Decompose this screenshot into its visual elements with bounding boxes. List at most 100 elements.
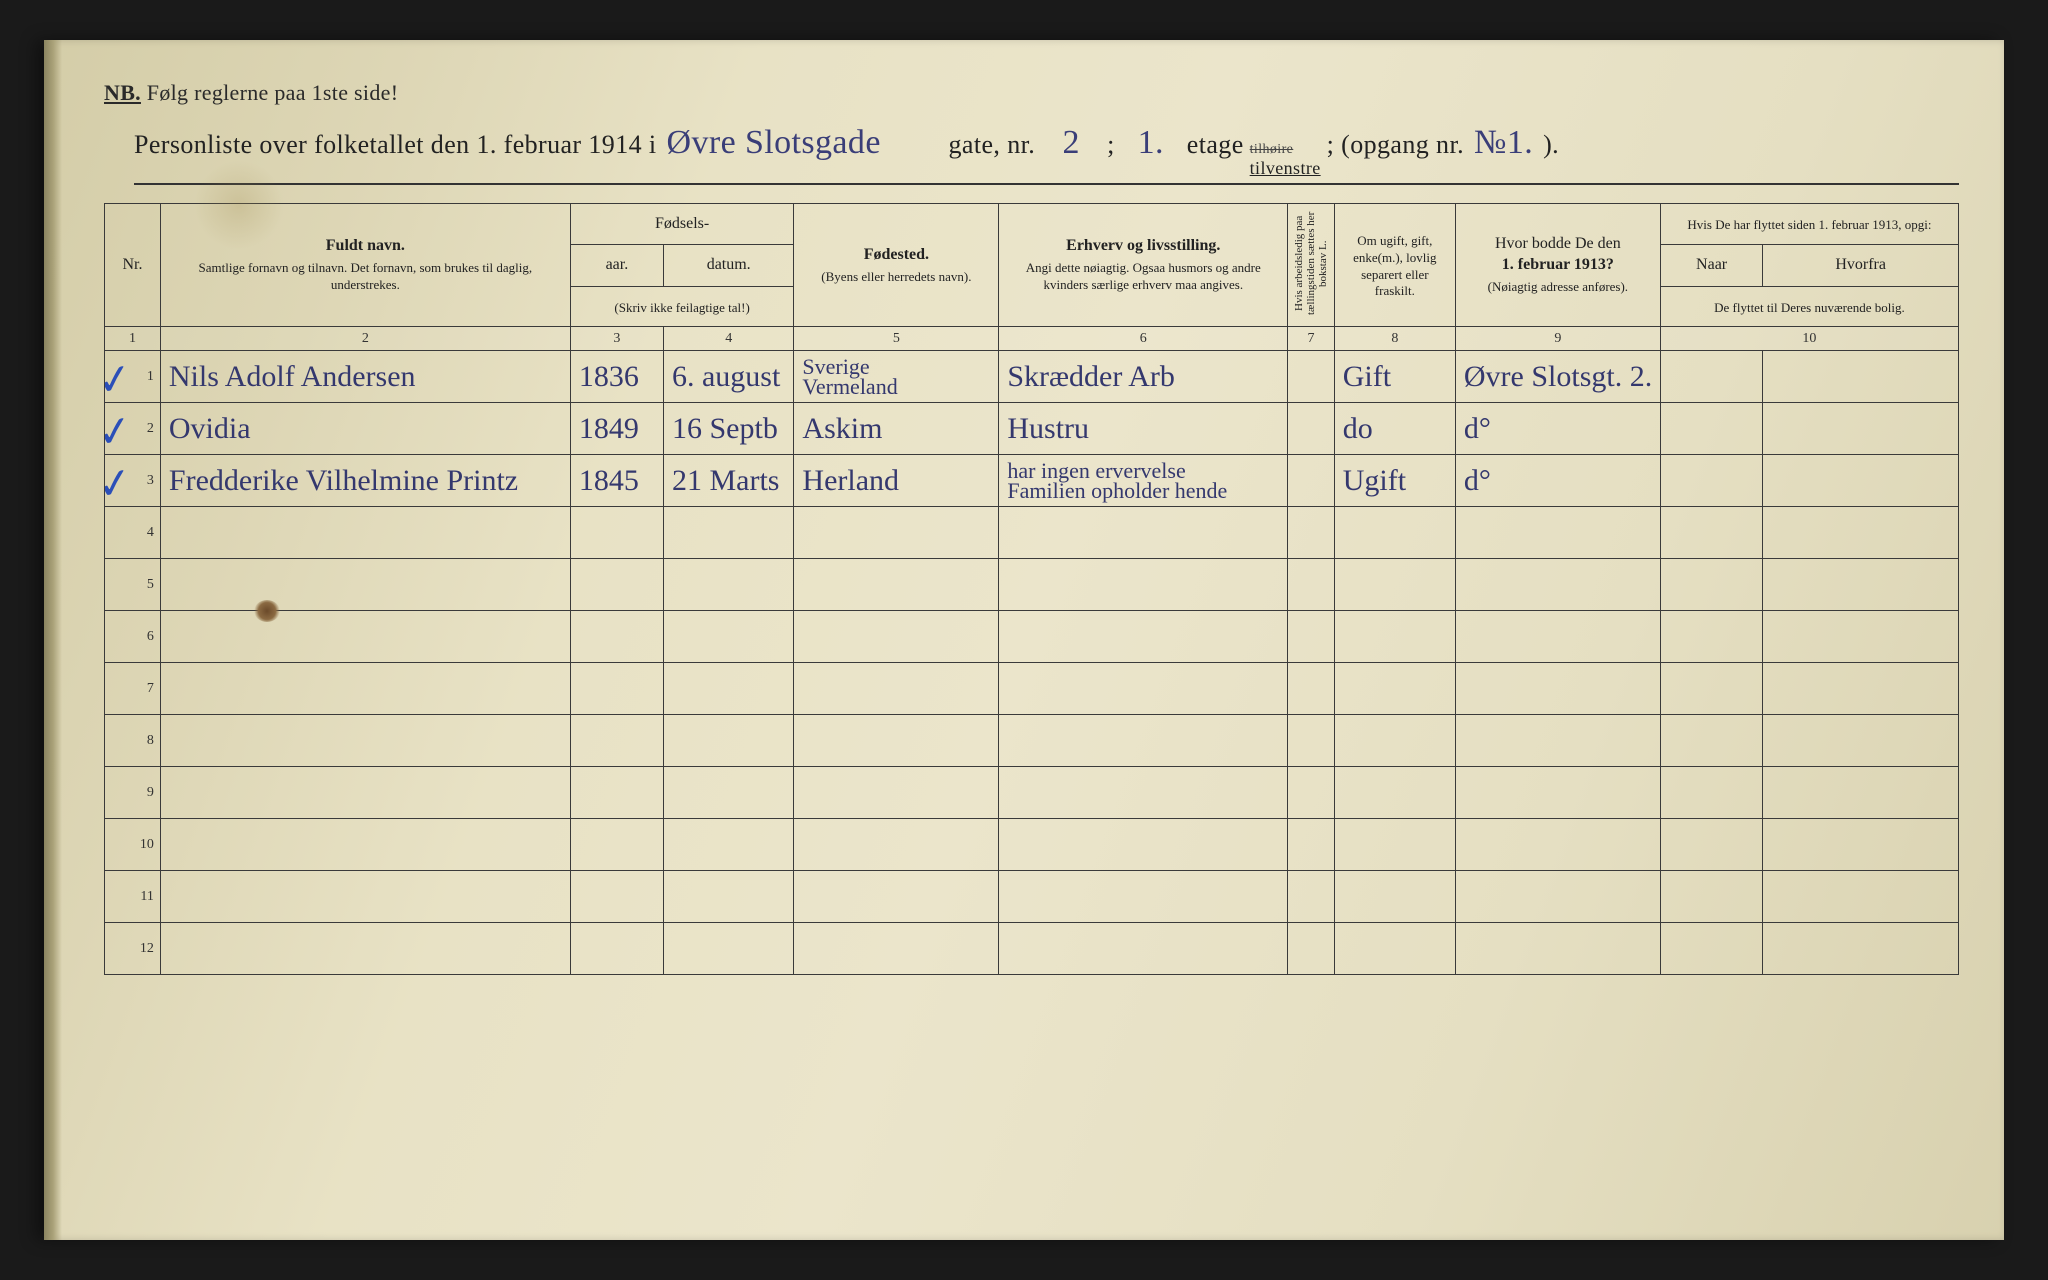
cell-addr1913 bbox=[1455, 767, 1660, 819]
hdr-aar: aar. bbox=[570, 245, 663, 286]
semicolon: ; bbox=[1107, 130, 1115, 160]
table-row: 12 bbox=[105, 923, 1959, 975]
opgang-label: ; (opgang nr. bbox=[1327, 130, 1464, 160]
cell-col7 bbox=[1288, 819, 1335, 871]
cell-naar bbox=[1660, 923, 1762, 975]
table-row: 5 bbox=[105, 559, 1959, 611]
cell-naar bbox=[1660, 351, 1762, 403]
census-table: 1 2 3 4 5 6 7 8 9 10 Nr. Fuldt navn. Sam… bbox=[104, 203, 1959, 975]
cell-col7 bbox=[1288, 559, 1335, 611]
cell-aar bbox=[570, 715, 663, 767]
cell-nr: 9 bbox=[105, 767, 161, 819]
cell-name bbox=[160, 507, 570, 559]
cell-addr1913 bbox=[1455, 871, 1660, 923]
cell-hvorfra bbox=[1763, 455, 1959, 507]
cell-aar: 1849 bbox=[570, 403, 663, 455]
cell-hvorfra bbox=[1763, 767, 1959, 819]
colnum: 1 bbox=[105, 327, 161, 351]
title-prefix: Personliste over folketallet den 1. febr… bbox=[134, 130, 657, 160]
nb-prefix: NB. bbox=[104, 80, 141, 105]
gate-nr: 2 bbox=[1041, 124, 1101, 162]
cell-aar bbox=[570, 611, 663, 663]
cell-fodested bbox=[794, 559, 999, 611]
cell-fodested: Askim bbox=[794, 403, 999, 455]
table-row: ✓3Fredderike Vilhelmine Printz184521 Mar… bbox=[105, 455, 1959, 507]
cell-datum bbox=[663, 507, 793, 559]
cell-fodested bbox=[794, 611, 999, 663]
hdr-fodested: Fødested. (Byens eller herredets navn). bbox=[794, 204, 999, 327]
cell-erhverv bbox=[999, 715, 1288, 767]
cell-erhverv bbox=[999, 767, 1288, 819]
cell-naar bbox=[1660, 403, 1762, 455]
cell-aar bbox=[570, 507, 663, 559]
cell-nr: 12 bbox=[105, 923, 161, 975]
cell-aar bbox=[570, 559, 663, 611]
hdr-name: Fuldt navn. Samtlige fornavn og tilnavn.… bbox=[160, 204, 570, 327]
table-head: Nr. Fuldt navn. Samtlige fornavn og tiln… bbox=[105, 204, 1959, 327]
table-row: 9 bbox=[105, 767, 1959, 819]
cell-aar bbox=[570, 819, 663, 871]
cell-nr: 10 bbox=[105, 819, 161, 871]
table-body: ✓1Nils Adolf Andersen18366. augustSverig… bbox=[105, 351, 1959, 975]
hdr-col7: Hvis arbeidsledig paa tællingstiden sætt… bbox=[1288, 204, 1335, 327]
etage-nr: 1. bbox=[1121, 124, 1181, 162]
cell-erhverv bbox=[999, 663, 1288, 715]
cell-addr1913 bbox=[1455, 663, 1660, 715]
cell-col7 bbox=[1288, 871, 1335, 923]
cell-hvorfra bbox=[1763, 611, 1959, 663]
cell-erhverv bbox=[999, 923, 1288, 975]
cell-name bbox=[160, 819, 570, 871]
cell-datum: 16 Septb bbox=[663, 403, 793, 455]
colnum: 4 bbox=[663, 327, 793, 351]
cell-hvorfra bbox=[1763, 819, 1959, 871]
colnum-row: 1 2 3 4 5 6 7 8 9 10 bbox=[105, 327, 1959, 351]
cell-fodested bbox=[794, 767, 999, 819]
cell-nr: 11 bbox=[105, 871, 161, 923]
colnum: 5 bbox=[794, 327, 999, 351]
cell-fodested bbox=[794, 923, 999, 975]
hdr-nr: Nr. bbox=[105, 204, 161, 327]
cell-status bbox=[1334, 819, 1455, 871]
cell-addr1913 bbox=[1455, 559, 1660, 611]
colnum: 7 bbox=[1288, 327, 1335, 351]
cell-hvorfra bbox=[1763, 715, 1959, 767]
cell-addr1913: d° bbox=[1455, 455, 1660, 507]
cell-status bbox=[1334, 611, 1455, 663]
close: ). bbox=[1543, 130, 1559, 160]
nb-line: NB. Følg reglerne paa 1ste side! bbox=[104, 80, 1959, 106]
hdr-col9: Hvor bodde De den 1. februar 1913? (Nøia… bbox=[1455, 204, 1660, 327]
hdr-naar: Naar bbox=[1660, 245, 1762, 286]
cell-erhverv bbox=[999, 611, 1288, 663]
cell-status: do bbox=[1334, 403, 1455, 455]
cell-hvorfra bbox=[1763, 923, 1959, 975]
colnum: 6 bbox=[999, 327, 1288, 351]
table-row: ✓2Ovidia184916 SeptbAskimHustrudod° bbox=[105, 403, 1959, 455]
cell-hvorfra bbox=[1763, 351, 1959, 403]
title-line: Personliste over folketallet den 1. febr… bbox=[134, 124, 1959, 185]
cell-datum bbox=[663, 559, 793, 611]
cell-nr: 6 bbox=[105, 611, 161, 663]
cell-col7 bbox=[1288, 767, 1335, 819]
cell-datum bbox=[663, 819, 793, 871]
cell-status bbox=[1334, 767, 1455, 819]
cell-datum: 21 Marts bbox=[663, 455, 793, 507]
table-row: 7 bbox=[105, 663, 1959, 715]
gate-label: gate, nr. bbox=[949, 130, 1036, 160]
hdr-col10-top: Hvis De har flyttet siden 1. februar 191… bbox=[1660, 204, 1958, 245]
colnum: 2 bbox=[160, 327, 570, 351]
cell-naar bbox=[1660, 715, 1762, 767]
cell-addr1913: d° bbox=[1455, 403, 1660, 455]
cell-name bbox=[160, 871, 570, 923]
cell-hvorfra bbox=[1763, 559, 1959, 611]
cell-nr: 4 bbox=[105, 507, 161, 559]
cell-fodested: SverigeVermeland bbox=[794, 351, 999, 403]
cell-hvorfra bbox=[1763, 403, 1959, 455]
cell-datum bbox=[663, 715, 793, 767]
opgang-nr: №1. bbox=[1470, 124, 1537, 162]
cell-col7 bbox=[1288, 611, 1335, 663]
cell-hvorfra bbox=[1763, 871, 1959, 923]
cell-nr: 8 bbox=[105, 715, 161, 767]
hdr-datum: datum. bbox=[663, 245, 793, 286]
cell-name bbox=[160, 559, 570, 611]
cell-status: Ugift bbox=[1334, 455, 1455, 507]
